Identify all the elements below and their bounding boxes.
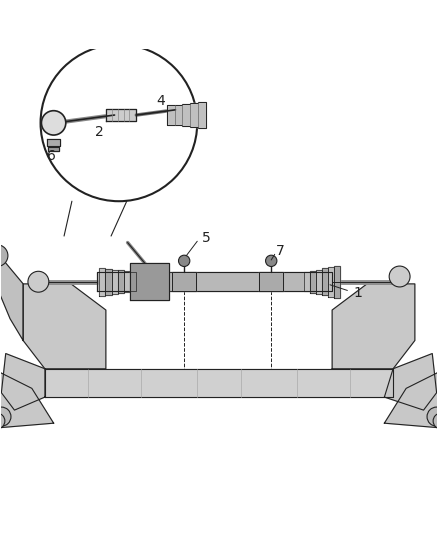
Polygon shape [48,147,59,151]
Circle shape [0,413,5,429]
Polygon shape [172,272,196,292]
Polygon shape [316,270,322,294]
Polygon shape [97,272,332,292]
Polygon shape [124,271,130,292]
Polygon shape [385,371,438,427]
Circle shape [42,111,66,135]
Text: 7: 7 [276,244,284,259]
Circle shape [265,255,277,266]
Polygon shape [385,353,437,410]
Text: 2: 2 [95,125,104,139]
Circle shape [0,245,8,266]
Polygon shape [23,284,106,369]
Polygon shape [332,284,415,369]
Polygon shape [328,267,334,296]
Polygon shape [47,140,60,146]
Polygon shape [259,272,283,292]
Circle shape [28,271,49,292]
Polygon shape [112,270,117,294]
Polygon shape [0,371,53,427]
Polygon shape [334,265,340,298]
Polygon shape [1,353,45,410]
Polygon shape [106,109,136,120]
Polygon shape [130,263,169,300]
Circle shape [41,45,197,201]
Text: 6: 6 [47,149,56,163]
Circle shape [389,266,410,287]
Text: 5: 5 [201,231,210,245]
Circle shape [179,255,190,266]
Text: 1: 1 [354,286,363,300]
Polygon shape [322,268,328,295]
Polygon shape [45,369,393,397]
Polygon shape [304,272,310,292]
Circle shape [427,407,438,426]
Polygon shape [130,272,136,292]
Polygon shape [310,271,316,293]
Polygon shape [106,269,112,295]
Polygon shape [0,258,23,341]
Polygon shape [117,270,124,293]
Polygon shape [167,102,206,128]
Text: 4: 4 [156,94,165,108]
Circle shape [0,407,11,426]
Polygon shape [99,268,106,296]
Circle shape [433,413,438,429]
